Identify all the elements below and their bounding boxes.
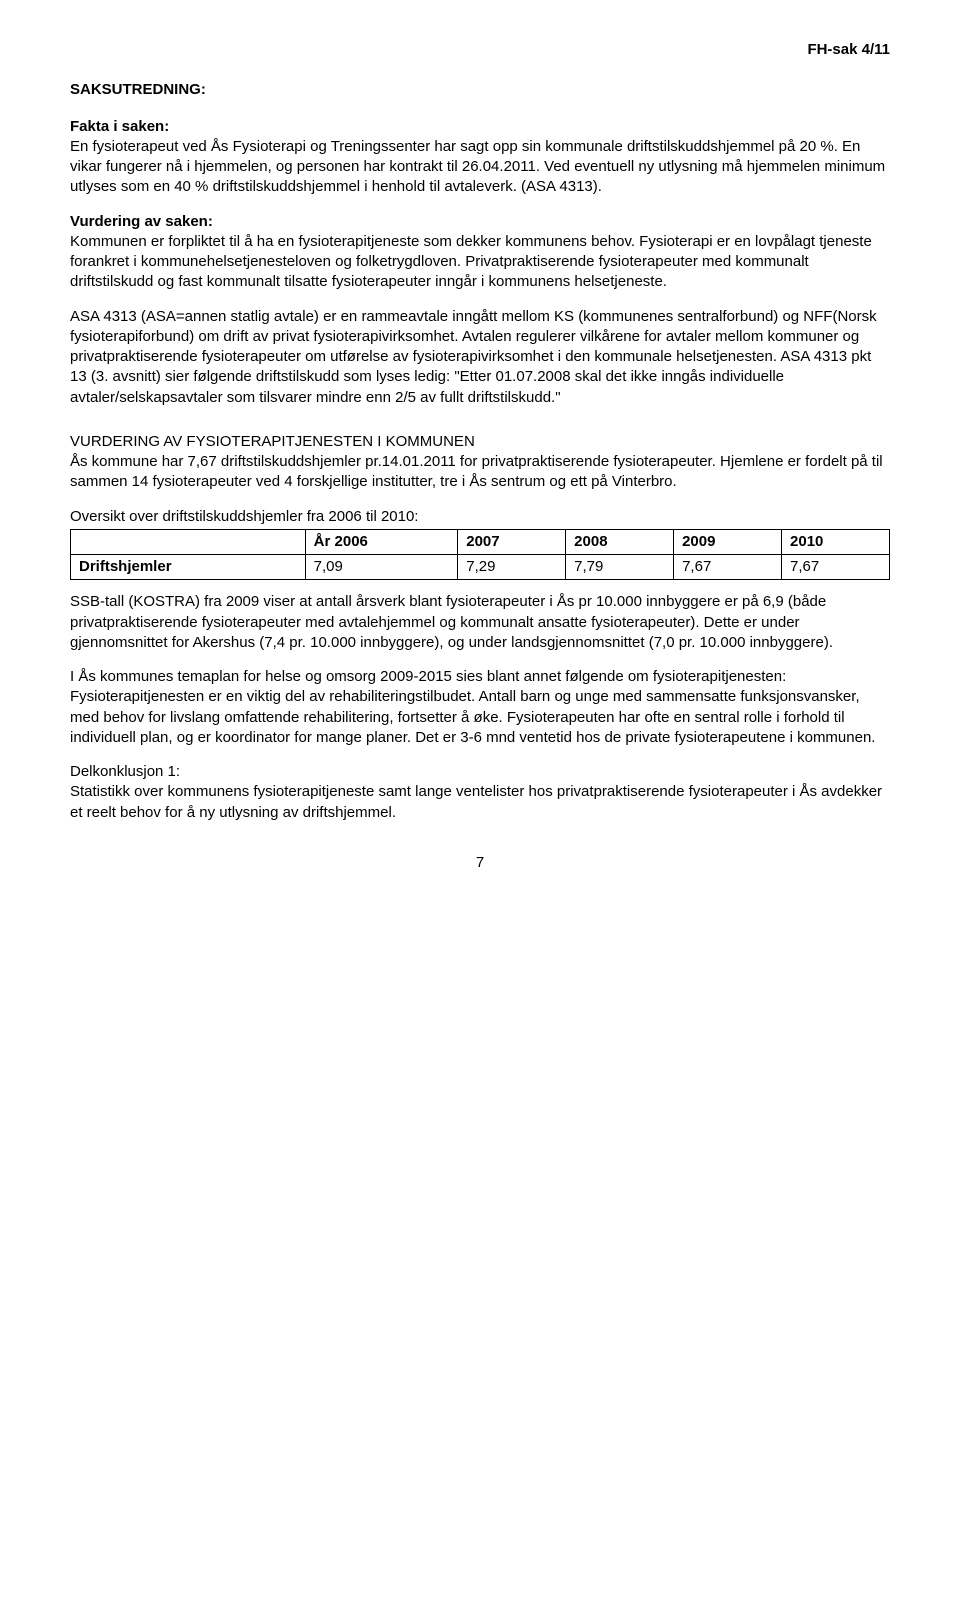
- table-cell: 7,67: [782, 555, 890, 580]
- fakta-heading: Fakta i saken:: [70, 117, 890, 137]
- case-reference: FH-sak 4/11: [70, 40, 890, 60]
- table-cell: 7,67: [674, 555, 782, 580]
- ssb-paragraph: SSB-tall (KOSTRA) fra 2009 viser at anta…: [70, 592, 890, 653]
- table-cell-label: Driftshjemler: [71, 555, 306, 580]
- temaplan-paragraph: Fysioterapitjenesten er en viktig del av…: [70, 687, 890, 748]
- vurdering-paragraph-3: Ås kommune har 7,67 driftstilskuddshjeml…: [70, 452, 890, 493]
- vurdering-subheading: VURDERING AV FYSIOTERAPITJENESTEN I KOMM…: [70, 432, 890, 452]
- table-header-cell: År 2006: [305, 529, 458, 554]
- table-header-cell: [71, 529, 306, 554]
- table-header-cell: 2008: [566, 529, 674, 554]
- page-number: 7: [70, 853, 890, 873]
- table-cell: 7,29: [458, 555, 566, 580]
- table-row: Driftshjemler 7,09 7,29 7,79 7,67 7,67: [71, 555, 890, 580]
- temaplan-intro: I Ås kommunes temaplan for helse og omso…: [70, 667, 890, 687]
- table-header-row: År 2006 2007 2008 2009 2010: [71, 529, 890, 554]
- delkonklusjon-paragraph: Statistikk over kommunens fysioterapitje…: [70, 782, 890, 823]
- main-heading: SAKSUTREDNING:: [70, 80, 890, 100]
- fakta-paragraph: En fysioterapeut ved Ås Fysioterapi og T…: [70, 137, 890, 198]
- document-page: FH-sak 4/11 SAKSUTREDNING: Fakta i saken…: [0, 0, 960, 903]
- table-intro: Oversikt over driftstilskuddshjemler fra…: [70, 507, 890, 527]
- table-header-cell: 2007: [458, 529, 566, 554]
- table-cell: 7,09: [305, 555, 458, 580]
- vurdering-paragraph-1: Kommunen er forpliktet til å ha en fysio…: [70, 232, 890, 293]
- driftshjemler-table: År 2006 2007 2008 2009 2010 Driftshjemle…: [70, 529, 890, 581]
- vurdering-paragraph-2: ASA 4313 (ASA=annen statlig avtale) er e…: [70, 307, 890, 408]
- table-cell: 7,79: [566, 555, 674, 580]
- vurdering-heading: Vurdering av saken:: [70, 212, 890, 232]
- delkonklusjon-heading: Delkonklusjon 1:: [70, 762, 890, 782]
- table-header-cell: 2010: [782, 529, 890, 554]
- table-header-cell: 2009: [674, 529, 782, 554]
